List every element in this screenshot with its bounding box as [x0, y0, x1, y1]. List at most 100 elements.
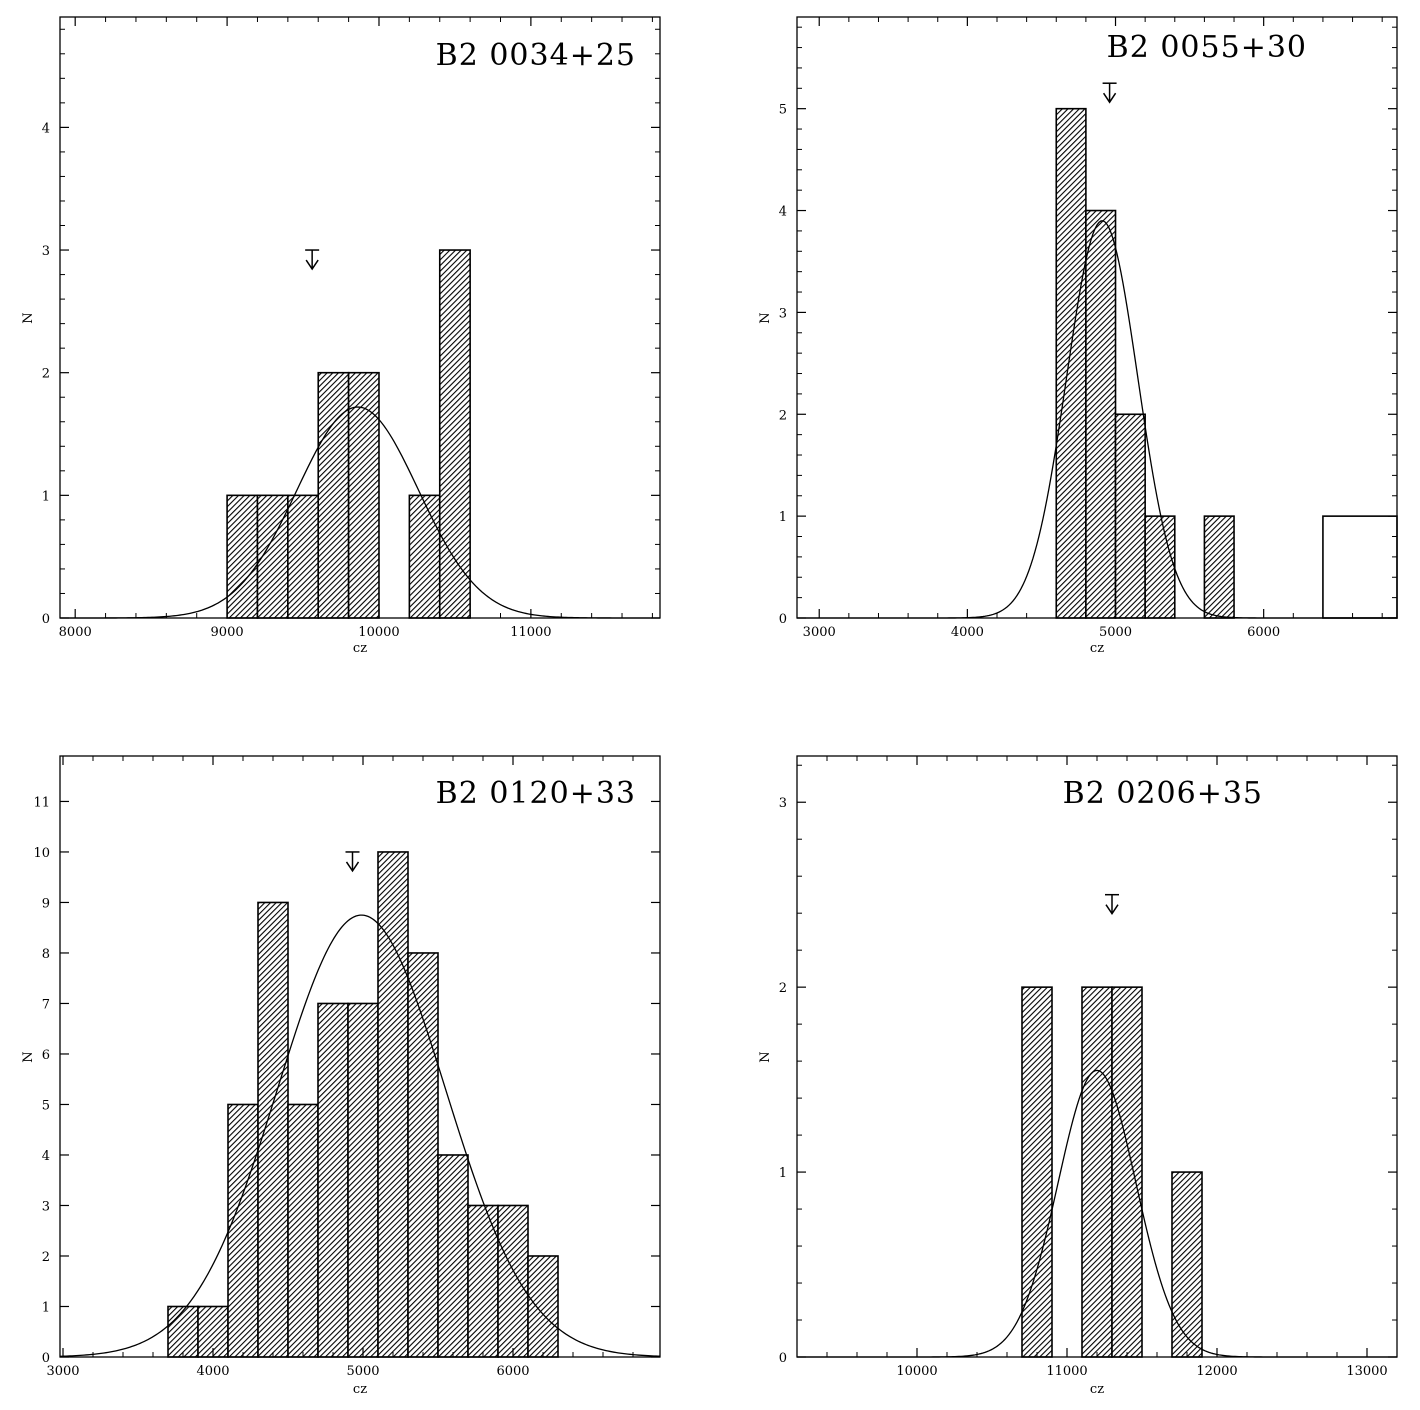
histogram-bar [1114, 413, 1146, 619]
histogram-bar [497, 1204, 529, 1358]
y-axis-label: N [758, 312, 773, 323]
plot-frame [59, 16, 661, 619]
histogram-bar [408, 494, 441, 619]
y-axis-label: N [21, 312, 36, 323]
histogram-bar [287, 1103, 319, 1358]
y-tick-label: 4 [42, 1149, 50, 1164]
histogram-bar [347, 1002, 379, 1358]
y-tick-label: 7 [42, 997, 50, 1012]
y-tick-label: 0 [42, 1351, 50, 1366]
y-tick-label: 0 [779, 612, 787, 627]
marker-arrow-head [345, 861, 360, 873]
histogram-bar [407, 952, 439, 1358]
histogram-bars [1021, 986, 1203, 1358]
x-tick-label: 5000 [346, 1364, 379, 1379]
histogram-bar [1081, 986, 1113, 1358]
x-tick-label: 6000 [1247, 625, 1280, 640]
x-tick-label: 5000 [1099, 625, 1132, 640]
x-axis-label: cz [353, 641, 367, 656]
histogram-bar [287, 494, 320, 619]
histogram-bar [1171, 1171, 1203, 1358]
gaussian-fit-curve [59, 914, 661, 1357]
y-tick-label: 0 [42, 612, 50, 627]
histogram-bar [438, 249, 471, 619]
y-tick-label: 4 [42, 121, 50, 136]
y-tick-label: 9 [42, 896, 50, 911]
y-tick-label: 2 [779, 981, 787, 996]
histogram-bar [1021, 986, 1053, 1358]
y-tick-label: 10 [33, 846, 50, 861]
x-tick-label: 8000 [59, 625, 92, 640]
x-tick-label: 11000 [1046, 1364, 1087, 1379]
histogram-bar [1085, 209, 1117, 619]
y-tick-label: 1 [779, 510, 787, 525]
x-tick-label: 3000 [803, 625, 836, 640]
histogram-bars [167, 851, 559, 1358]
plot-frame [59, 755, 661, 1358]
y-tick-label: 1 [42, 489, 50, 504]
histogram-bar-open [1322, 515, 1398, 619]
histogram-bar [1055, 107, 1087, 619]
y-tick-label: 3 [779, 796, 787, 811]
histogram-bars [1055, 107, 1398, 619]
y-tick-label: 3 [42, 244, 50, 259]
y-tick-label: 0 [779, 1351, 787, 1366]
y-tick-label: 5 [42, 1098, 50, 1113]
y-axis-label: N [758, 1051, 773, 1062]
histogram-bar [1144, 515, 1176, 619]
histogram-bar [377, 851, 409, 1358]
marker-arrow-head [1102, 92, 1117, 104]
x-tick-label: 4000 [196, 1364, 229, 1379]
y-tick-label: 3 [42, 1199, 50, 1214]
chart-marks: 3000 4000 5000 6000 0 1 2 3 4 5 6 7 8 9 10 11 [33, 755, 661, 1379]
y-tick-label: 2 [42, 367, 50, 382]
y-tick-label: 1 [42, 1300, 50, 1315]
histogram-bar [257, 901, 289, 1358]
panel-title: B2 0055+30 [1107, 30, 1307, 65]
gaussian-fit-curve [60, 406, 660, 619]
y-tick-label: 11 [33, 795, 50, 810]
histogram-bar [347, 371, 380, 619]
y-tick-label: 2 [779, 408, 787, 423]
x-tick-label: 11000 [510, 625, 551, 640]
histogram-bar [437, 1154, 469, 1358]
y-tick-label: 1 [779, 1166, 787, 1181]
x-tick-label: 9000 [211, 625, 244, 640]
y-tick-label: 2 [42, 1250, 50, 1265]
x-tick-label: 13000 [1346, 1364, 1387, 1379]
histogram-bar [317, 371, 350, 619]
panel-title: B2 0120+33 [436, 776, 636, 811]
panel-title: B2 0206+35 [1063, 776, 1263, 811]
x-tick-label: 12000 [1196, 1364, 1237, 1379]
panel-1: 3000 4000 5000 6000 0 1 2 3 4 5 B2 0055+30 cz N [758, 16, 1398, 656]
x-axis-label: cz [353, 1382, 367, 1397]
panel-2: 3000 4000 5000 6000 0 1 2 3 4 5 6 7 8 9 10 11 B2 0120+3… [21, 755, 661, 1397]
y-tick-label: 8 [42, 947, 50, 962]
plot-frame [796, 16, 1398, 619]
x-tick-label: 6000 [496, 1364, 529, 1379]
y-tick-label: 3 [779, 306, 787, 321]
histogram-bar [227, 1103, 259, 1358]
histogram-bar [226, 494, 259, 619]
histogram-bar [1111, 986, 1143, 1358]
chart-marks: 10000 11000 12000 13000 0 1 2 3 [779, 755, 1398, 1379]
chart-marks: 8000 9000 10000 11000 0 1 2 3 4 [42, 16, 661, 640]
panel-0: 8000 9000 10000 11000 0 1 2 3 4 B2 0034+25 cz N [21, 16, 661, 656]
x-tick-label: 3000 [46, 1364, 79, 1379]
marker-arrow-head [1105, 904, 1119, 916]
chart-marks: 3000 4000 5000 6000 0 1 2 3 4 5 [779, 16, 1398, 640]
panel-title: B2 0034+25 [436, 38, 636, 73]
marker-arrow-head [305, 259, 319, 271]
x-axis-label: cz [1090, 1382, 1104, 1397]
panel-3: 10000 11000 12000 13000 0 1 2 3 B2 0206+35 cz N [758, 755, 1398, 1397]
histogram-bar [1203, 515, 1235, 619]
histogram-bar [527, 1255, 559, 1358]
histogram-bars [226, 249, 471, 619]
x-axis-label: cz [1090, 641, 1104, 656]
x-tick-label: 10000 [358, 625, 399, 640]
x-tick-label: 10000 [896, 1364, 937, 1379]
x-tick-label: 4000 [951, 625, 984, 640]
histogram-bar [167, 1305, 199, 1358]
y-tick-label: 6 [42, 1048, 50, 1063]
